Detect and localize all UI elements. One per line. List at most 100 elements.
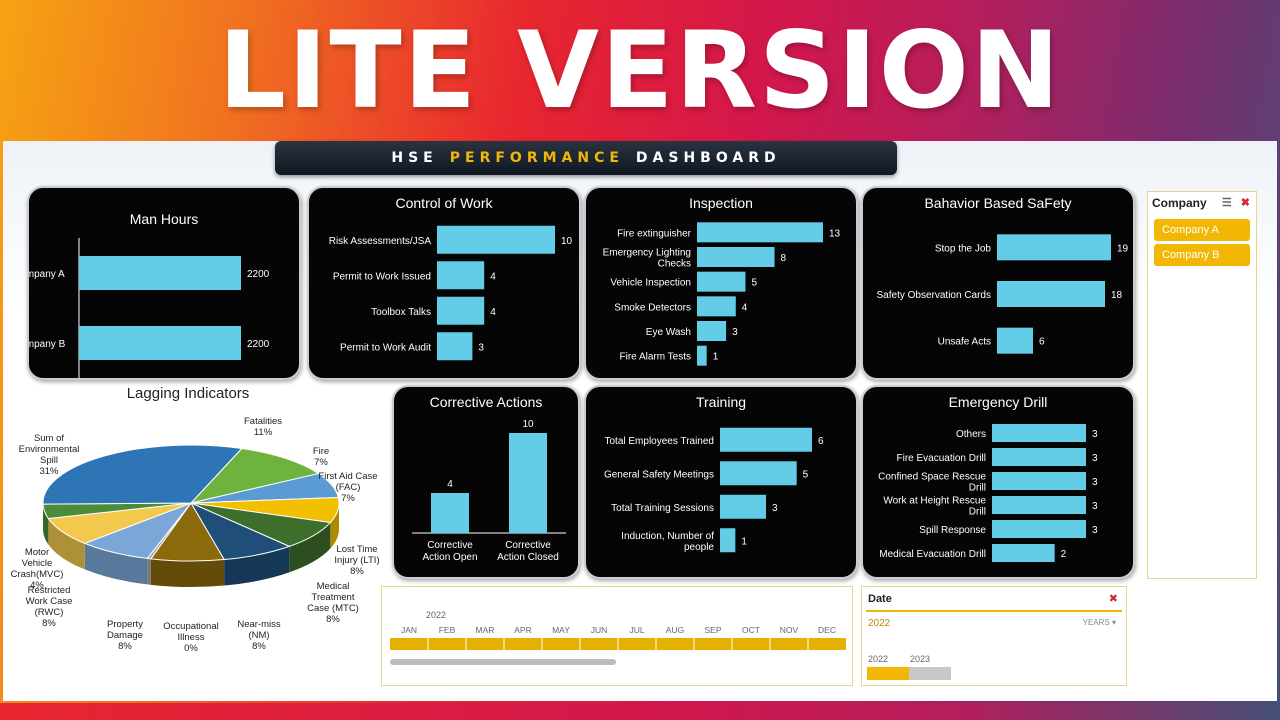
bar-2 [697,271,746,292]
banner-left: HSE [391,150,438,166]
date-year-label-2022: 2022 [868,654,889,664]
multi-select-icon[interactable]: ☰ [1221,197,1232,209]
slicer-item-company-b[interactable]: Company B [1154,244,1250,266]
category-label-1: Emergency Lighting Checks [603,248,691,270]
data-label-3: 3 [1092,501,1098,512]
bottom-strip [0,703,1280,720]
data-label-3: 3 [478,342,484,353]
hero-banner: LITE VERSION [0,0,1280,140]
data-label-1: 2200 [247,339,270,350]
category-label-1: Fire Evacuation Drill [897,453,986,464]
pie-label-8: Restricted Work Case (RWC) 8% [26,585,73,629]
bar-5 [992,544,1055,562]
data-label-1: 3 [1092,453,1098,464]
month-label-nov: NOV [780,625,799,635]
slice-side-3 [289,522,331,573]
banner-accent: PERFORMANCE [449,150,624,166]
data-label-2: 5 [751,278,757,289]
month-label-oct: OCT [742,625,760,635]
data-label-0: 2200 [247,269,270,280]
category-label-3: Work at Height Rescue Drill [883,496,986,518]
data-label-5: 1 [713,352,719,363]
man-hours-title: Man Hours [129,211,199,227]
category-label-3: Induction, Number of people [621,531,714,553]
category-label-2: Confined Space Rescue Drill [878,472,986,494]
category-label-0: Others [956,429,986,440]
emergency-drill-card: Emergency Drill 3 Others 3 Fire Evacuation … [861,385,1135,579]
pie-label-5: Near-miss (NM) 8% [237,619,281,652]
month-label-apr: APR [514,625,531,635]
bar-1 [720,461,797,486]
data-label-1: 10 [522,419,534,430]
data-label-5: 2 [1061,549,1067,560]
date-year-2022-bar[interactable] [867,667,909,680]
date-year-2023-bar[interactable] [909,667,951,680]
data-label-1: 4 [490,271,496,282]
lagging-indicators-title: Lagging Indicators [126,385,250,402]
date-filter: Date ✖ 2022 YEARS ▾ 2022 2023 [861,586,1127,686]
slice-side-8 [48,518,85,570]
bar-3 [720,528,736,553]
training-card: Training 6 Total Employees Trained 5 Genera… [584,385,858,579]
bar-4 [697,321,727,341]
company-slicer-title: Company [1152,196,1207,210]
date-level-dropdown[interactable]: YEARS ▾ [1082,618,1116,627]
category-label-0: Corrective Action Open [422,540,477,563]
slice-side-2 [330,503,339,549]
bar-0 [720,427,812,452]
slice-side-6 [147,558,151,585]
bar-1 [79,326,241,360]
pie-label-4: Medical Treatment Case (MTC) 8% [307,581,359,625]
man-hours-chart: 2200 Company A 2200 Company B [29,238,270,378]
data-label-3: 4 [742,302,748,313]
bar-1 [697,247,775,267]
bar-1 [997,281,1105,307]
data-label-4: 3 [1092,525,1098,536]
month-label-mar: MAR [476,625,495,635]
clear-filter-icon[interactable]: ✖ [1240,197,1250,209]
category-label-1: General Safety Meetings [604,469,714,480]
date-clear-filter-icon[interactable]: ✖ [1108,593,1118,605]
month-label-aug: AUG [666,625,684,635]
bar-2 [992,472,1086,490]
bar-3 [437,332,473,361]
pie-label-3: Lost Time Injury (LTI) 8% [334,544,379,577]
bar-0 [697,222,823,243]
data-label-0: 3 [1092,429,1098,440]
data-label-1: 5 [803,469,809,480]
month-label-jun: JUN [591,625,608,635]
data-label-0: 6 [818,436,824,447]
bar-2 [437,296,485,325]
bar-5 [697,345,707,366]
category-label-1: Corrective Action Closed [497,540,559,563]
month-label-dec: DEC [818,625,836,635]
dashboard-title-banner: HSE PERFORMANCE DASHBOARD [275,141,897,175]
category-label-1: Company B [29,339,66,350]
timeline-months[interactable]: JAN FEB MAR APR MAY JUN JUL AUG SEP OCT NOV DEC [382,587,854,687]
category-label-0: Fire extinguisher [617,228,692,239]
date-filter-title: Date [868,593,892,605]
month-label-sep: SEP [704,625,721,635]
data-label-2: 3 [772,503,778,514]
pie-label-10: Sum of Environmental Spill 31% [19,433,80,477]
pie-label-6: Occupational Illness 0% [163,621,218,654]
category-label-5: Medical Evacuation Drill [879,549,986,560]
category-label-0: Total Employees Trained [604,436,714,447]
bar-0 [79,256,241,290]
data-label-0: 10 [561,236,573,247]
pie-label-7: Property Damage 8% [107,619,143,652]
corrective-actions-card: Corrective Actions 4 Corrective Action Ope… [392,385,580,579]
data-label-2: 4 [490,307,496,318]
data-label-0: 19 [1117,243,1129,254]
category-label-2: Total Training Sessions [611,503,714,514]
timeline-scrollbar [390,659,616,665]
slice-10 [42,444,243,505]
data-label-0: 4 [447,479,453,490]
slicer-item-company-a[interactable]: Company A [1154,219,1250,241]
hero-title: LITE VERSION [218,8,1062,132]
bbs-title: Bahavior Based SaFety [924,195,1072,211]
bar-2 [997,327,1033,354]
date-filter-divider [866,610,1122,612]
corrective-actions-chart: 4 Corrective Action Open 10 Corrective Action… [412,419,566,563]
